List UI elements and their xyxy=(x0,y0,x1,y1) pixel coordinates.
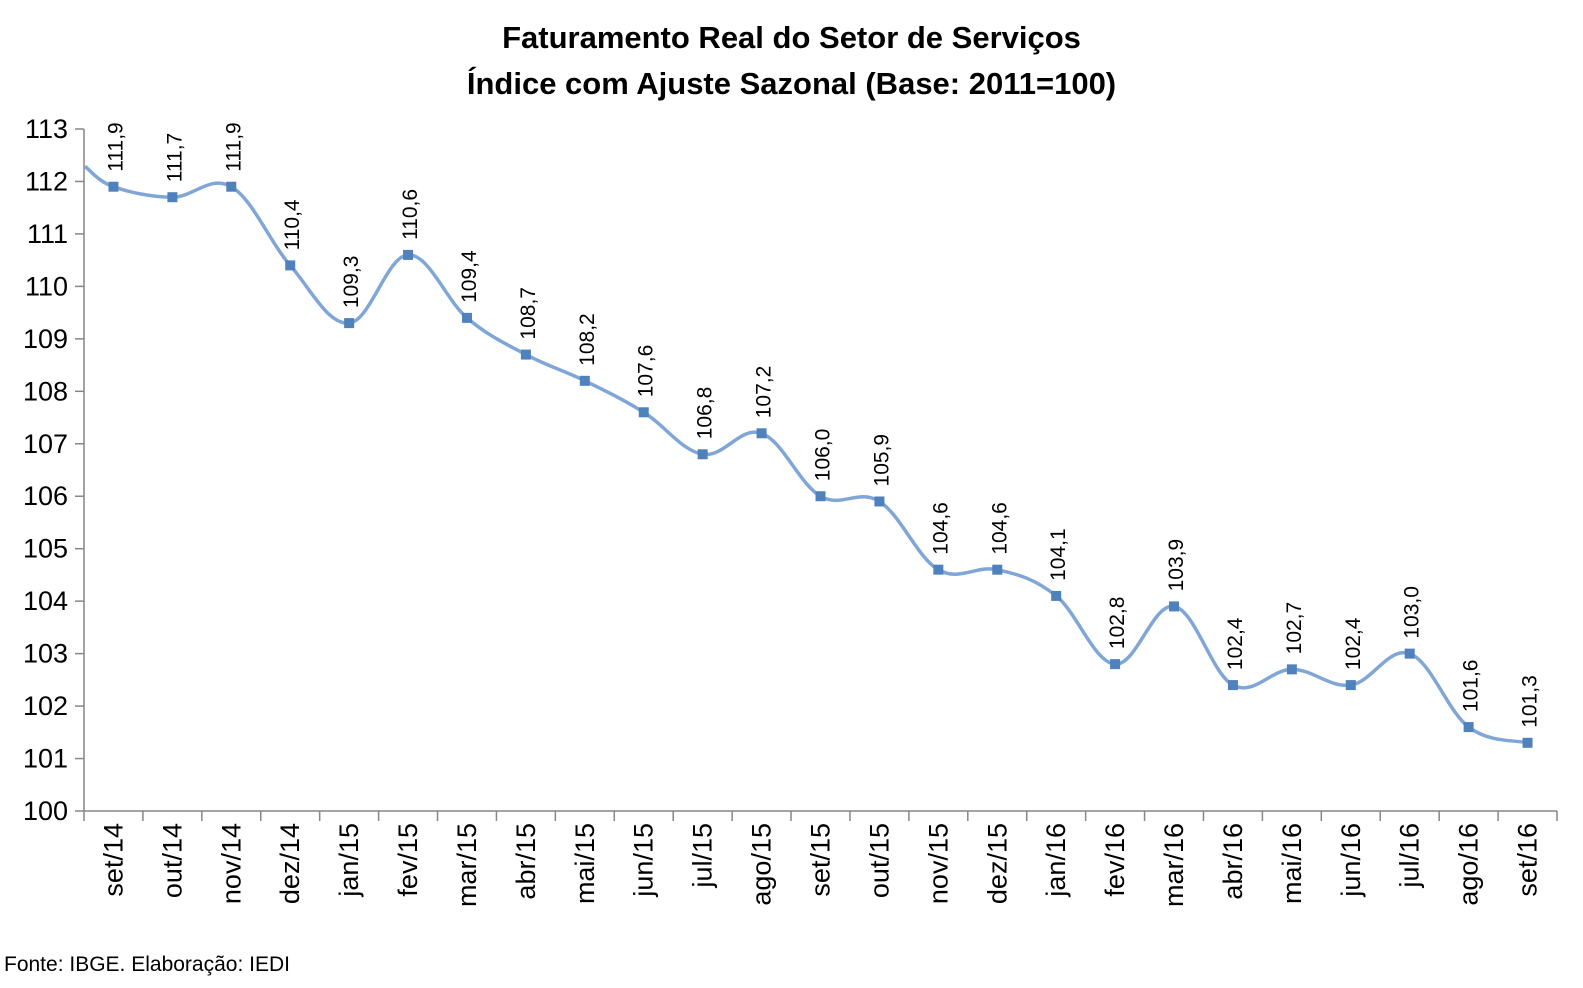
data-label: 110,4 xyxy=(281,199,304,250)
data-point-marker xyxy=(992,564,1003,575)
data-label: 101,6 xyxy=(1460,659,1483,712)
series-group xyxy=(83,165,1533,748)
data-label: 101,3 xyxy=(1519,675,1542,728)
x-tick-label: dez/14 xyxy=(275,823,305,904)
x-tick-label: out/14 xyxy=(157,823,187,898)
source-note: Fonte: IBGE. Elaboração: IEDI xyxy=(4,953,290,976)
y-tick-label: 111 xyxy=(27,219,68,249)
x-tick-label: abr/15 xyxy=(511,823,541,900)
y-tick-label: 107 xyxy=(23,429,68,459)
x-tick-label: nov/15 xyxy=(923,823,953,904)
data-label: 102,7 xyxy=(1283,602,1306,655)
x-tick-label: jun/15 xyxy=(629,823,659,898)
data-point-marker xyxy=(403,249,414,260)
data-point-marker xyxy=(874,496,885,507)
x-tick-label: abr/16 xyxy=(1218,823,1248,900)
x-tick-label: ago/16 xyxy=(1454,823,1484,906)
y-tick-label: 101 xyxy=(23,744,68,774)
data-point-marker xyxy=(1169,601,1180,612)
data-label: 111,9 xyxy=(222,122,245,171)
data-label: 102,8 xyxy=(1106,597,1129,650)
data-point-marker xyxy=(226,181,237,192)
data-point-marker xyxy=(1110,659,1121,670)
data-label: 108,7 xyxy=(517,287,540,340)
data-labels: 111,9 111,7 111,9 110,4 109,3 110,6 109,4 108,7… xyxy=(104,122,1541,728)
x-tick-label: set/16 xyxy=(1513,823,1543,897)
x-tick-label: mai/16 xyxy=(1277,823,1307,904)
data-label: 102,4 xyxy=(1342,617,1365,670)
series-line xyxy=(83,165,1528,745)
data-point-marker xyxy=(1522,737,1533,748)
y-tick-label: 104 xyxy=(23,586,68,616)
y-tick-label: 103 xyxy=(23,639,68,669)
x-tick-label: dez/15 xyxy=(982,823,1012,904)
data-point-marker xyxy=(108,181,119,192)
data-label: 105,9 xyxy=(870,434,893,487)
x-tick-label: mar/16 xyxy=(1159,823,1189,907)
x-tick-label: nov/14 xyxy=(216,823,246,904)
y-tick-label: 106 xyxy=(23,481,68,511)
y-tick-label: 100 xyxy=(23,796,68,826)
chart-title: Faturamento Real do Setor de Serviços xyxy=(502,20,1081,55)
data-point-marker xyxy=(167,192,178,203)
data-point-marker xyxy=(1051,590,1062,601)
data-point-marker xyxy=(1286,664,1297,675)
x-tick-label: fev/15 xyxy=(393,823,423,897)
data-point-marker xyxy=(344,318,355,329)
x-tick-label: jul/16 xyxy=(1395,823,1425,889)
data-point-marker xyxy=(579,375,590,386)
x-tick-label: out/15 xyxy=(864,823,894,898)
data-label: 104,6 xyxy=(988,502,1011,555)
y-tick-label: 108 xyxy=(23,376,68,406)
x-tick-label: jan/16 xyxy=(1041,823,1071,898)
data-label: 108,2 xyxy=(576,313,599,366)
data-label: 110,6 xyxy=(399,189,422,240)
data-label: 109,4 xyxy=(458,250,481,303)
data-point-marker xyxy=(697,449,708,460)
x-tick-label: set/15 xyxy=(806,823,836,897)
x-tick-label: mar/15 xyxy=(452,823,482,907)
x-tick-label: ago/15 xyxy=(747,823,777,906)
data-label: 111,9 xyxy=(104,122,127,171)
data-point-marker xyxy=(1404,648,1415,659)
data-point-marker xyxy=(756,428,767,439)
data-point-marker xyxy=(1463,722,1474,733)
data-point-marker xyxy=(1227,680,1238,691)
x-tick-label: set/14 xyxy=(98,823,128,897)
y-tick-label: 110 xyxy=(25,271,68,301)
data-point-marker xyxy=(933,564,944,575)
data-label: 103,0 xyxy=(1401,586,1424,639)
data-point-marker xyxy=(520,349,531,360)
data-label: 106,0 xyxy=(812,429,835,482)
data-label: 104,1 xyxy=(1047,528,1070,581)
data-point-marker xyxy=(815,491,826,502)
data-point-marker xyxy=(1345,680,1356,691)
x-tick-label: jun/16 xyxy=(1336,823,1366,898)
y-tick-label: 113 xyxy=(25,114,68,144)
x-tick-label: fev/16 xyxy=(1100,823,1130,897)
y-tick-label: 102 xyxy=(23,691,68,721)
data-label: 107,2 xyxy=(753,366,776,419)
y-tick-label: 109 xyxy=(23,324,68,354)
data-label: 109,3 xyxy=(340,256,363,309)
x-tick-label: mai/15 xyxy=(570,823,600,904)
data-label: 107,6 xyxy=(635,345,658,398)
y-tick-label: 105 xyxy=(23,534,68,564)
axes: 100 101 102 103 104 105 106 107 108 109 110 111 112 1… xyxy=(23,114,1558,907)
chart-subtitle: Índice com Ajuste Sazonal (Base: 2011=10… xyxy=(466,66,1117,101)
data-label: 106,8 xyxy=(694,387,717,440)
data-point-marker xyxy=(638,407,649,418)
x-tick-label: jan/15 xyxy=(334,823,364,898)
data-label: 102,4 xyxy=(1224,617,1247,670)
data-point-marker xyxy=(285,260,296,271)
y-tick-label: 112 xyxy=(25,166,68,196)
data-label: 103,9 xyxy=(1165,539,1188,592)
data-point-marker xyxy=(461,312,472,323)
x-tick-label: jul/15 xyxy=(688,823,718,889)
data-label: 104,6 xyxy=(929,502,952,555)
data-label: 111,7 xyxy=(163,133,186,182)
